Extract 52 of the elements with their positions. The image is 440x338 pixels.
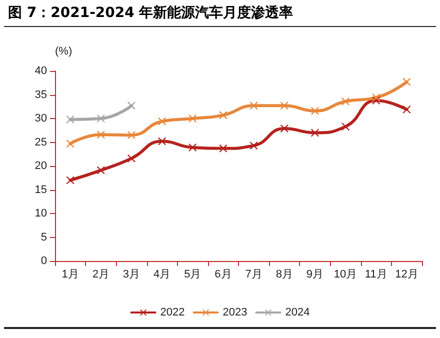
y-tick-label: 30 — [34, 112, 47, 124]
point — [280, 124, 288, 132]
y-tick-label: 20 — [34, 160, 47, 172]
x-tick-label: 9月 — [306, 268, 324, 280]
y-tick-label: 5 — [40, 231, 47, 244]
point — [250, 102, 258, 110]
y-tick-label: 40 — [34, 65, 47, 77]
point — [158, 137, 166, 146]
point — [66, 176, 74, 184]
chart-title: 图 7：2021-2024 年新能源汽车月度渗透率 — [4, 0, 436, 27]
x-tick-label: 7月 — [245, 268, 262, 280]
point — [66, 115, 74, 124]
x-tick-label: 3月 — [122, 268, 140, 280]
point — [66, 140, 74, 148]
point — [96, 114, 105, 122]
legend-label: 2023 — [222, 306, 248, 318]
y-axis-title: (%) — [55, 46, 72, 58]
y-tick-label: 35 — [34, 88, 47, 101]
x-tick-label: 6月 — [214, 268, 232, 280]
x-tick-label: 10月 — [334, 268, 358, 280]
y-tick-label: 10 — [34, 208, 47, 220]
point — [310, 106, 319, 115]
point — [342, 122, 350, 131]
point — [96, 166, 105, 174]
point — [127, 131, 136, 140]
legend-label: 2024 — [285, 306, 310, 318]
y-tick-label: 15 — [34, 184, 47, 196]
point — [127, 102, 136, 110]
point — [280, 102, 288, 110]
x-tick-label: 12月 — [395, 268, 418, 280]
x-tick-label: 4月 — [153, 268, 171, 280]
point — [158, 117, 166, 126]
point — [402, 105, 411, 114]
y-tick-label: 0 — [40, 255, 47, 267]
point — [127, 154, 136, 162]
y-tick-label: 25 — [34, 136, 47, 148]
point — [219, 144, 228, 152]
x-tick-label: 5月 — [184, 268, 202, 280]
point — [219, 111, 228, 120]
point — [402, 78, 411, 86]
point — [342, 97, 350, 106]
x-tick-label: 11月 — [364, 268, 388, 280]
point — [96, 130, 105, 139]
point — [372, 94, 380, 102]
point — [188, 143, 197, 152]
legend-label: 2022 — [160, 306, 185, 318]
point — [188, 114, 197, 122]
x-tick-label: 1月 — [62, 268, 79, 280]
x-tick-label: 8月 — [276, 268, 293, 280]
point — [250, 142, 258, 150]
point — [310, 128, 319, 137]
x-tick-label: 2月 — [92, 268, 110, 280]
